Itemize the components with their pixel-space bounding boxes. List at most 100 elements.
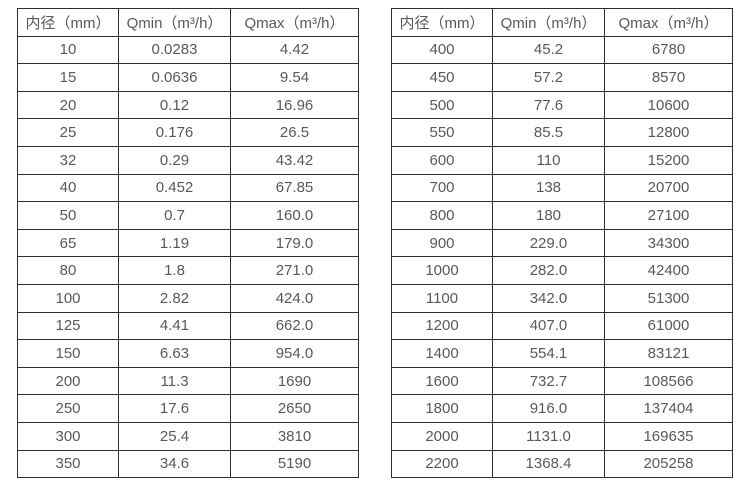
cell-qmax: 34300 (604, 228, 733, 258)
cell-qmax: 3810 (230, 421, 359, 451)
cell-diameter: 80 (17, 256, 119, 285)
table-row: 2200 1368.4 205258 (391, 449, 733, 479)
cell-qmax: 169635 (604, 421, 733, 451)
cell-qmin: 342.0 (492, 283, 605, 313)
column-header-diameter: 内径（mm） (391, 8, 493, 37)
cell-qmin: 0.7 (118, 201, 231, 230)
cell-diameter: 32 (17, 145, 119, 175)
cell-diameter: 1600 (391, 366, 493, 396)
cell-qmin: 0.0283 (118, 35, 231, 65)
cell-qmax: 67.85 (230, 173, 359, 203)
cell-qmax: 9.54 (230, 63, 359, 92)
cell-qmax: 424.0 (230, 283, 359, 313)
cell-diameter: 550 (391, 118, 493, 147)
cell-qmax: 15200 (604, 145, 733, 175)
cell-diameter: 500 (391, 90, 493, 120)
column-header-qmax: Qmax（m³/h） (604, 8, 733, 37)
cell-qmin: 25.4 (118, 421, 231, 451)
cell-qmin: 138 (492, 173, 605, 203)
cell-qmin: 1.19 (118, 228, 231, 258)
cell-diameter: 2000 (391, 421, 493, 451)
cell-qmin: 282.0 (492, 256, 605, 285)
cell-diameter: 700 (391, 173, 493, 203)
table-row: 350 34.6 5190 (17, 449, 359, 479)
header-row: 内径（mm） Qmin（m³/h） Qmax（m³/h） (391, 8, 733, 37)
cell-qmin: 407.0 (492, 311, 605, 341)
cell-qmax: 2650 (230, 394, 359, 423)
cell-qmax: 10600 (604, 90, 733, 120)
cell-qmax: 26.5 (230, 118, 359, 147)
cell-qmax: 42400 (604, 256, 733, 285)
cell-qmax: 108566 (604, 366, 733, 396)
cell-qmin: 57.2 (492, 63, 605, 92)
cell-qmax: 160.0 (230, 201, 359, 230)
table-row: 65 1.19 179.0 (17, 228, 359, 258)
table-row: 2000 1131.0 169635 (391, 421, 733, 451)
cell-diameter: 15 (17, 63, 119, 92)
cell-qmax: 5190 (230, 449, 359, 479)
table-row: 20 0.12 16.96 (17, 90, 359, 120)
cell-diameter: 200 (17, 366, 119, 396)
table-row: 40 0.452 67.85 (17, 173, 359, 203)
cell-qmax: 137404 (604, 394, 733, 423)
table-row: 10 0.0283 4.42 (17, 35, 359, 65)
cell-qmax: 16.96 (230, 90, 359, 120)
cell-qmin: 1.8 (118, 256, 231, 285)
cell-qmax: 12800 (604, 118, 733, 147)
cell-diameter: 300 (17, 421, 119, 451)
table-row: 550 85.5 12800 (391, 118, 733, 147)
cell-qmax: 4.42 (230, 35, 359, 65)
cell-qmin: 0.29 (118, 145, 231, 175)
cell-qmin: 732.7 (492, 366, 605, 396)
cell-diameter: 250 (17, 394, 119, 423)
column-header-qmin: Qmin（m³/h） (492, 8, 605, 37)
cell-qmin: 17.6 (118, 394, 231, 423)
table-row: 500 77.6 10600 (391, 90, 733, 120)
cell-diameter: 40 (17, 173, 119, 203)
cell-diameter: 900 (391, 228, 493, 258)
cell-diameter: 400 (391, 35, 493, 65)
table-row: 32 0.29 43.42 (17, 145, 359, 175)
cell-qmin: 229.0 (492, 228, 605, 258)
table-row: 300 25.4 3810 (17, 421, 359, 451)
table-row: 400 45.2 6780 (391, 35, 733, 65)
cell-qmax: 179.0 (230, 228, 359, 258)
column-header-qmin: Qmin（m³/h） (118, 8, 231, 37)
cell-qmin: 2.82 (118, 283, 231, 313)
cell-qmax: 1690 (230, 366, 359, 396)
cell-diameter: 125 (17, 311, 119, 341)
cell-qmin: 1131.0 (492, 421, 605, 451)
table-row: 900 229.0 34300 (391, 228, 733, 258)
column-header-qmax: Qmax（m³/h） (230, 8, 359, 37)
table-row: 100 2.82 424.0 (17, 283, 359, 313)
cell-qmax: 61000 (604, 311, 733, 341)
cell-qmin: 180 (492, 201, 605, 230)
cell-qmin: 0.452 (118, 173, 231, 203)
cell-diameter: 1100 (391, 283, 493, 313)
cell-qmax: 271.0 (230, 256, 359, 285)
cell-diameter: 350 (17, 449, 119, 479)
cell-diameter: 1800 (391, 394, 493, 423)
table-row: 125 4.41 662.0 (17, 311, 359, 341)
cell-qmax: 205258 (604, 449, 733, 479)
table-row: 150 6.63 954.0 (17, 339, 359, 368)
cell-qmin: 110 (492, 145, 605, 175)
cell-diameter: 10 (17, 35, 119, 65)
cell-qmax: 662.0 (230, 311, 359, 341)
table-row: 1800 916.0 137404 (391, 394, 733, 423)
cell-qmin: 6.63 (118, 339, 231, 368)
cell-diameter: 50 (17, 201, 119, 230)
cell-qmax: 954.0 (230, 339, 359, 368)
cell-qmin: 554.1 (492, 339, 605, 368)
cell-qmin: 1368.4 (492, 449, 605, 479)
table-row: 450 57.2 8570 (391, 63, 733, 92)
cell-qmax: 27100 (604, 201, 733, 230)
table-row: 25 0.176 26.5 (17, 118, 359, 147)
cell-qmax: 83121 (604, 339, 733, 368)
cell-diameter: 1200 (391, 311, 493, 341)
header-row: 内径（mm） Qmin（m³/h） Qmax（m³/h） (17, 8, 359, 37)
cell-diameter: 25 (17, 118, 119, 147)
cell-diameter: 20 (17, 90, 119, 120)
cell-qmin: 0.176 (118, 118, 231, 147)
